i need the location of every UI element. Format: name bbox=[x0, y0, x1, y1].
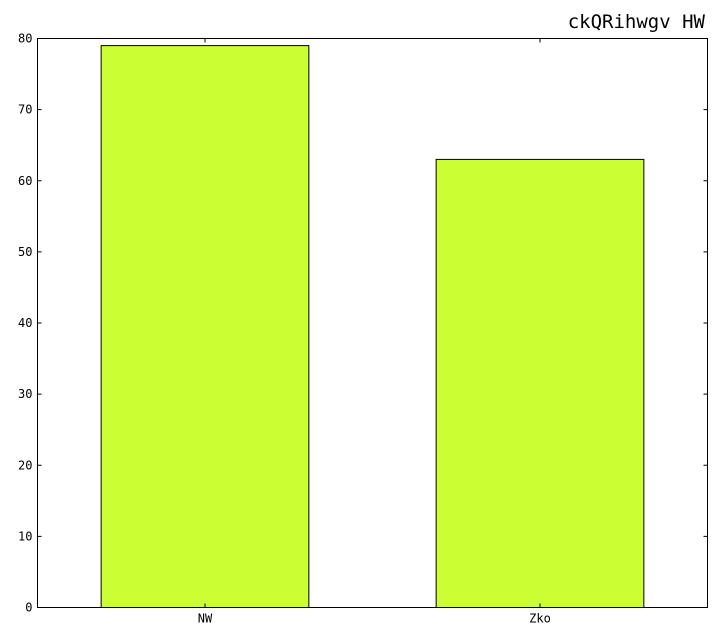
y-tick-label: 60 bbox=[18, 174, 32, 188]
bars-layer bbox=[100, 45, 645, 609]
bar-zko bbox=[435, 158, 645, 608]
plot-frame bbox=[37, 38, 708, 608]
ticks-layer: NW Zko 0 10 20 30 40 50 60 70 80 bbox=[18, 32, 708, 626]
y-tick-label: 0 bbox=[25, 601, 32, 615]
y-tick-label: 10 bbox=[18, 529, 32, 543]
y-tick-label: 20 bbox=[18, 458, 32, 472]
y-tick-label: 30 bbox=[18, 387, 32, 401]
x-tick-label: Zko bbox=[529, 612, 551, 626]
y-tick-label: 50 bbox=[18, 245, 32, 259]
y-tick-label: 40 bbox=[18, 316, 32, 330]
chart-title: ckQRihwgv HW bbox=[568, 11, 706, 33]
y-tick-label: 80 bbox=[18, 32, 32, 46]
x-tick-label: NW bbox=[198, 612, 213, 626]
bar-nw bbox=[100, 45, 310, 609]
y-tick-label: 70 bbox=[18, 103, 32, 117]
